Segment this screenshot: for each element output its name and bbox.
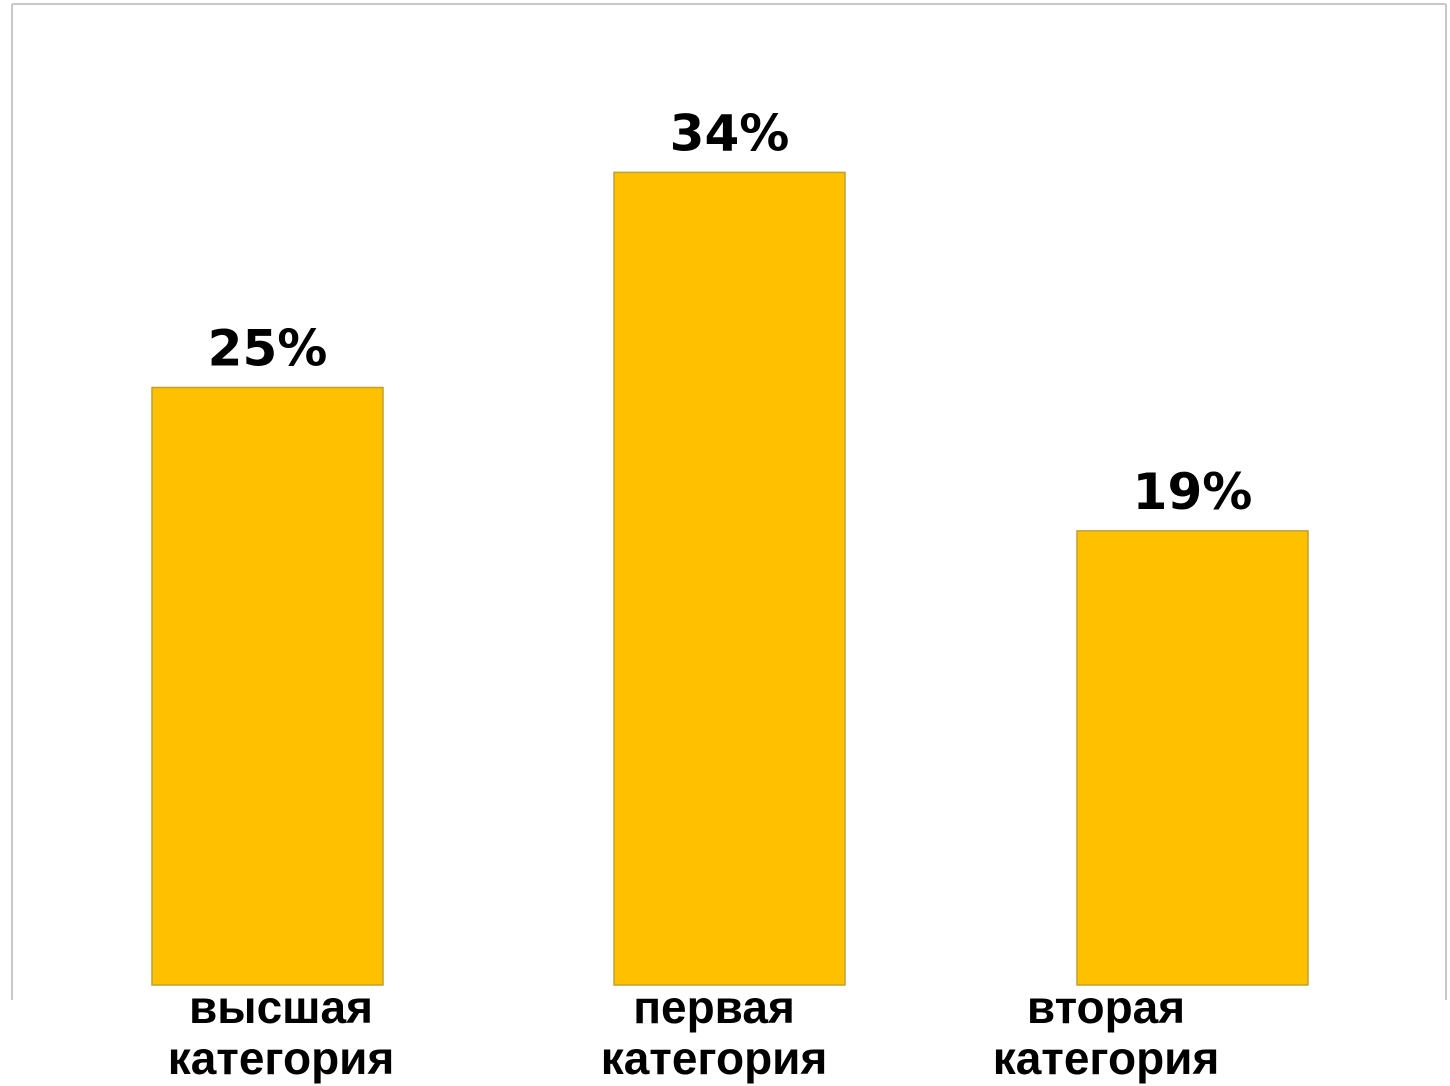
data-labels: 25% 34% 19% [208, 104, 1253, 521]
bar-2 [1076, 530, 1309, 986]
category-label-vysshaya: высшая категория [167, 981, 395, 1084]
bar-1 [613, 171, 846, 986]
bar-0 [151, 386, 384, 986]
category-label-pervaya: первая категория [600, 981, 828, 1084]
value-label-0: 25% [208, 320, 328, 378]
value-label-1: 34% [670, 104, 790, 162]
value-label-2: 19% [1133, 463, 1253, 521]
chart-border [11, 3, 1447, 1000]
bars [151, 171, 1309, 986]
category-label-vtoraya: вторая категория [992, 981, 1220, 1084]
